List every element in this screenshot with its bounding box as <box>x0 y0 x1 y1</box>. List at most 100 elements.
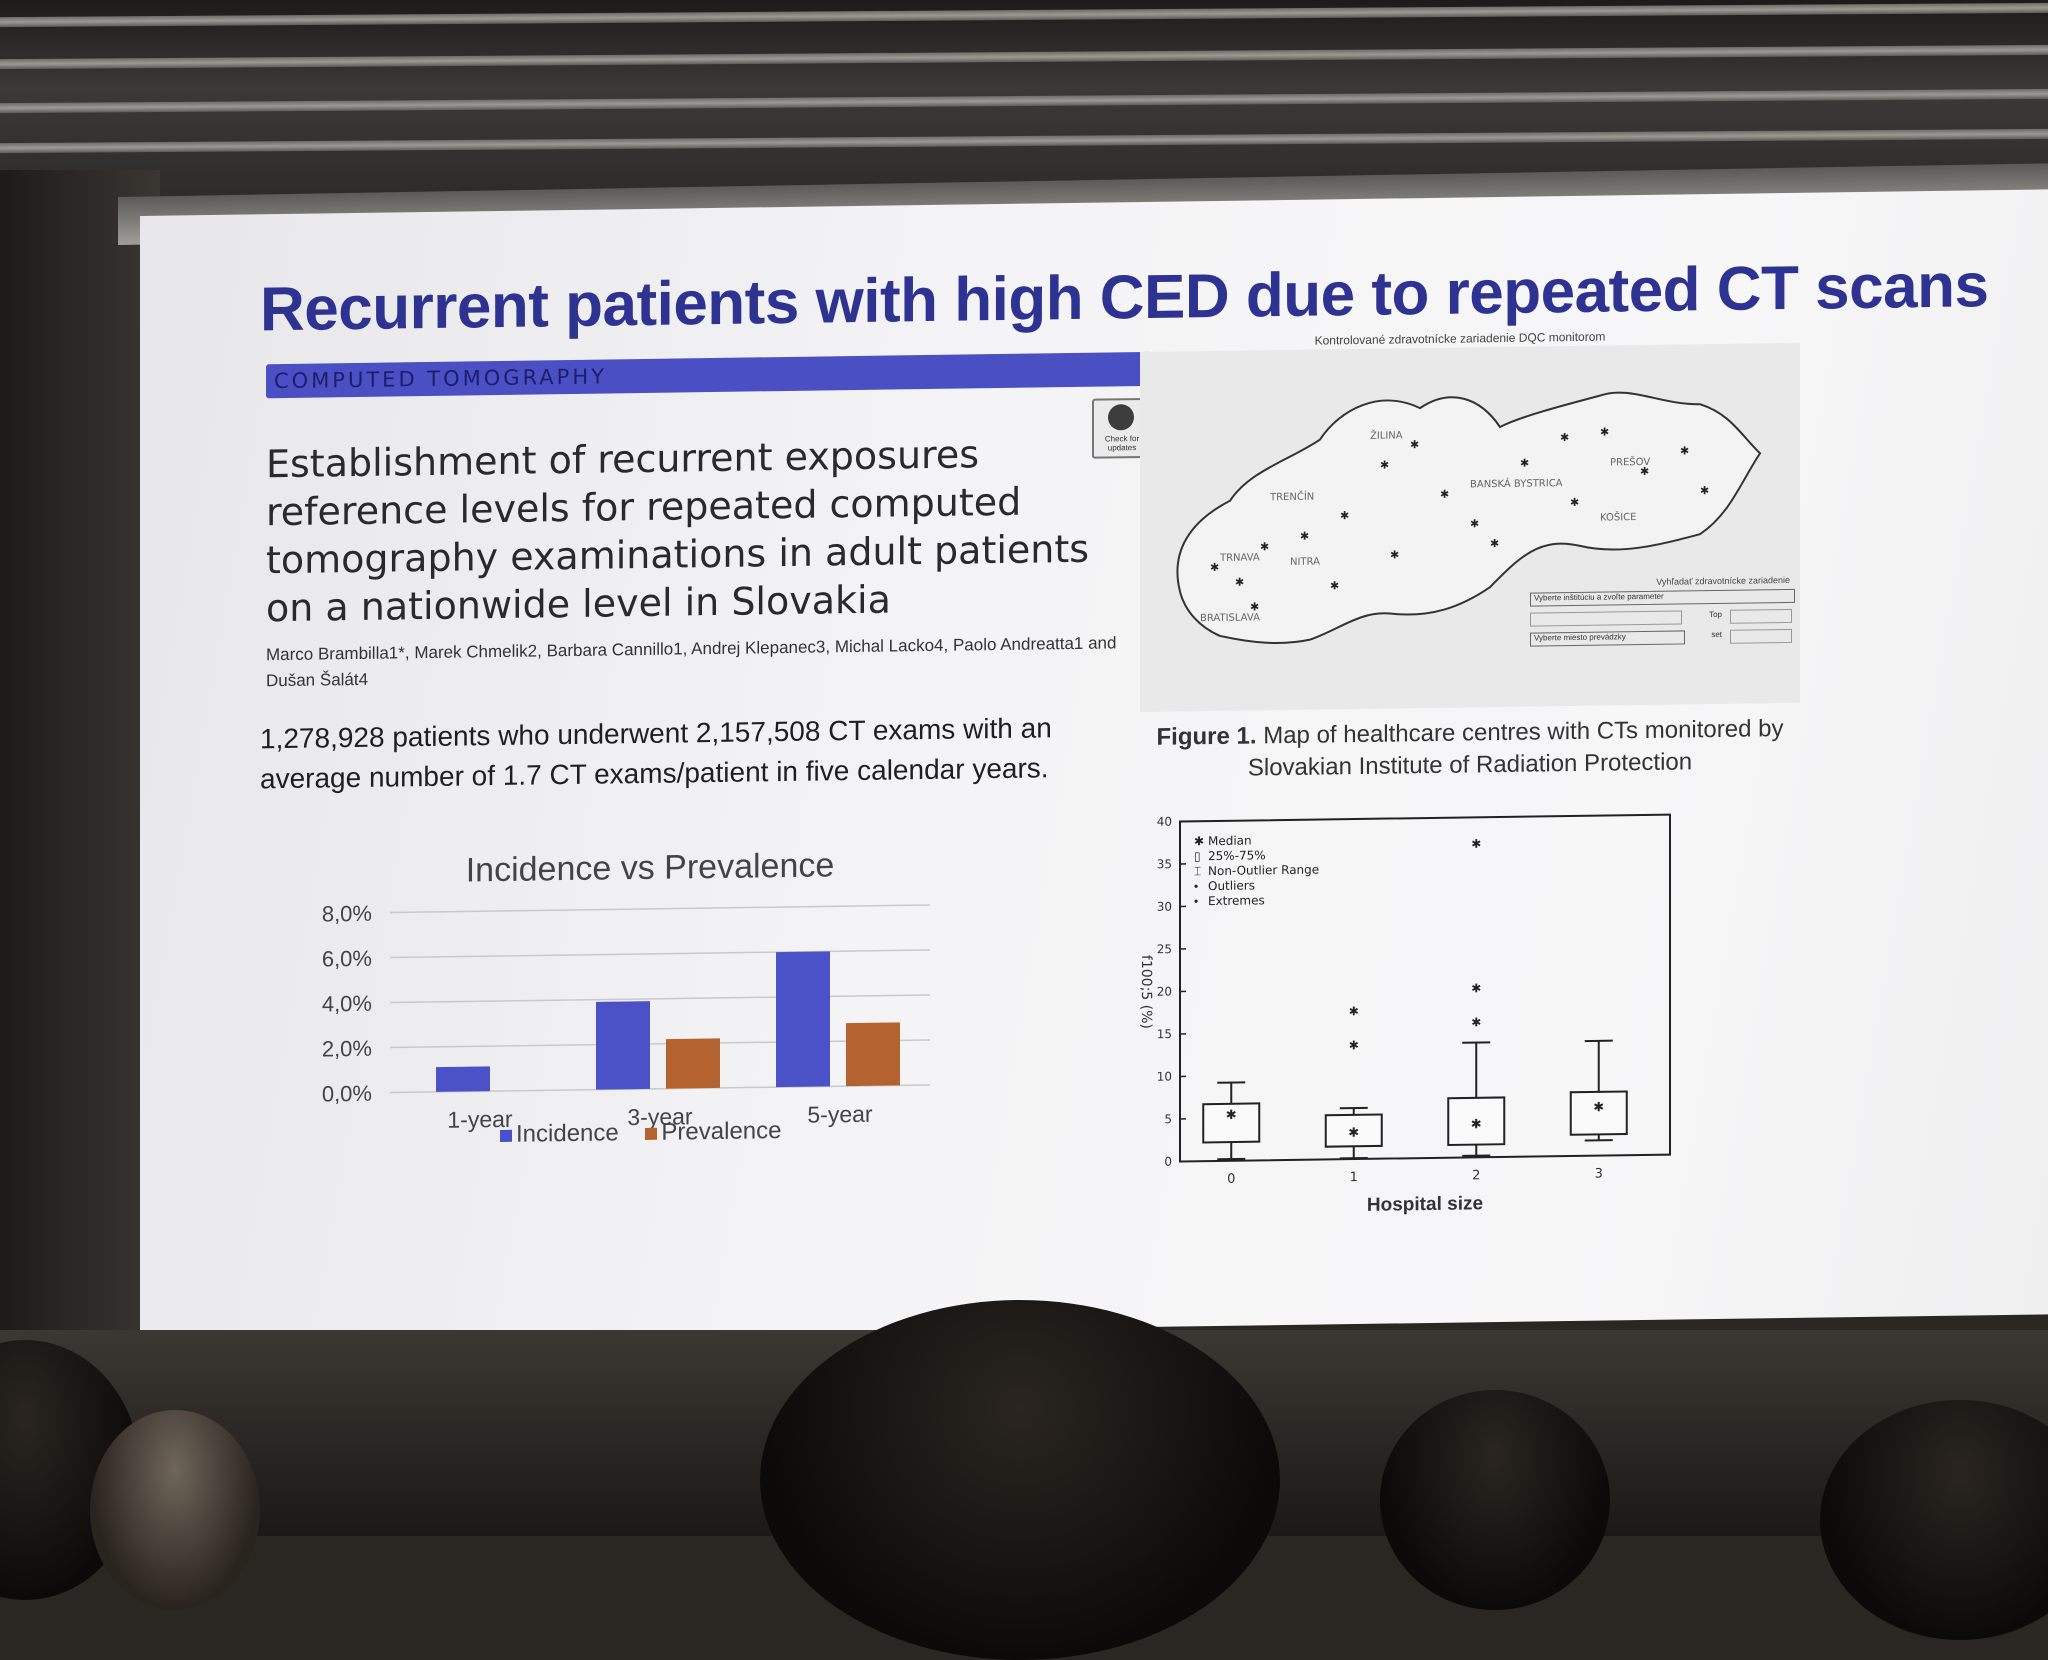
bar-chart-ytick: 0,0% <box>322 1081 372 1107</box>
map-set-field[interactable] <box>1730 629 1792 644</box>
legend-incidence: Incidence <box>516 1119 619 1147</box>
bar-chart-gridline <box>390 995 930 1003</box>
map-ct-marker: ✱ <box>1380 459 1389 472</box>
map-region-label: NITRA <box>1290 557 1320 568</box>
bar-incidence-1-year <box>436 1066 490 1092</box>
box-plot-ytick: 35 <box>1157 857 1172 871</box>
legend-prevalence: Prevalence <box>661 1117 781 1146</box>
map-ct-marker: ✱ <box>1330 579 1339 592</box>
map-region-label: BANSKÁ BYSTRICA <box>1470 476 1563 490</box>
bar-chart-legend: Incidence Prevalence <box>500 1115 900 1149</box>
map-region-label: TRENČÍN <box>1269 490 1314 504</box>
map-ct-marker: ✱ <box>1640 465 1649 478</box>
box-median-marker: ✱ <box>1226 1107 1237 1122</box>
left-wall <box>0 170 160 1370</box>
box-plot-ytick: 10 <box>1157 1070 1172 1084</box>
box-legend-entry: Outliers <box>1208 878 1255 893</box>
map-ct-marker: ✱ <box>1235 576 1244 589</box>
map-ct-marker: ✱ <box>1600 425 1609 438</box>
box-plot-ytick: 20 <box>1157 985 1172 999</box>
box-outlier-marker: ✱ <box>1471 1015 1481 1029</box>
box-outlier-marker: ✱ <box>1349 1038 1359 1052</box>
audience-head <box>90 1410 260 1610</box>
bar-chart-gridline <box>390 905 930 913</box>
map-ct-marker: ✱ <box>1440 488 1449 501</box>
box-plot-xlabel: Hospital size <box>1367 1193 1483 1216</box>
bar-incidence-5-year <box>776 951 830 1087</box>
figure-caption-label: Figure 1. <box>1157 722 1257 750</box>
box-legend-symbol: ⌶ <box>1194 864 1201 878</box>
box-outlier-marker: ✱ <box>1471 837 1481 851</box>
map-location-select[interactable]: Vyberte miesto prevádzky <box>1530 630 1685 646</box>
box-median-marker: ✱ <box>1471 1116 1482 1131</box>
legend-swatch-prevalence <box>645 1128 657 1140</box>
section-band: COMPUTED TOMOGRAPHY <box>266 352 1152 398</box>
map-ct-marker: ✱ <box>1490 537 1499 550</box>
map-set-label: set <box>1692 630 1722 639</box>
map-ct-marker: ✱ <box>1570 496 1579 509</box>
map-ct-marker: ✱ <box>1520 457 1529 470</box>
map-ct-marker: ✱ <box>1410 438 1419 451</box>
box-plot-xtick: 1 <box>1350 1170 1358 1185</box>
bar-chart-gridline <box>390 950 930 958</box>
map-region-label: TRNAVA <box>1219 552 1260 564</box>
map-ct-marker: ✱ <box>1340 509 1349 522</box>
ceiling-slat <box>0 89 2048 113</box>
bar-chart-ytick: 6,0% <box>322 946 372 972</box>
map-region-label: BRATISLAVA <box>1200 612 1260 624</box>
box-plot-xtick: 0 <box>1227 1172 1235 1187</box>
box-legend-entry: Non-Outlier Range <box>1208 863 1319 879</box>
map-ct-marker: ✱ <box>1260 540 1269 553</box>
map-figure: BRATISLAVA TRNAVA NITRA TRENČÍN ŽILINA BANSKÁ… <box>1140 343 1800 712</box>
ceiling-slat <box>0 3 2048 27</box>
map-ct-marker: ✱ <box>1680 444 1689 457</box>
box-legend-symbol: ✱ <box>1194 834 1204 848</box>
map-outline <box>1177 391 1760 645</box>
map-ct-marker: ✱ <box>1470 517 1479 530</box>
box-legend-symbol: • <box>1194 879 1198 893</box>
box-plot-ytick: 15 <box>1157 1027 1172 1041</box>
section-band-label: COMPUTED TOMOGRAPHY <box>274 364 607 393</box>
map-top-label: Top <box>1692 610 1722 619</box>
ceiling-slat <box>0 45 2048 69</box>
bar-chart-title: Incidence vs Prevalence <box>400 845 900 891</box>
box-plot-ylabel: f100;5 (%) <box>1138 955 1154 1029</box>
bar-chart-ytick: 4,0% <box>322 991 372 1017</box>
ceiling-slat <box>0 129 2048 153</box>
map-empty-field[interactable] <box>1530 610 1682 626</box>
box-legend-entry: Extremes <box>1208 893 1265 908</box>
map-region-label: ŽILINA <box>1370 428 1403 441</box>
figure-caption: Figure 1. Map of healthcare centres with… <box>1150 713 1790 786</box>
map-ct-marker: ✱ <box>1560 431 1569 444</box>
paper-authors: Marco Brambilla1*, Marek Chmelik2, Barba… <box>266 630 1146 694</box>
bar-prevalence-3-year <box>666 1038 720 1088</box>
map-top-field[interactable] <box>1730 609 1792 624</box>
box-median-marker: ✱ <box>1593 1099 1604 1114</box>
box-plot-ytick: 30 <box>1157 900 1172 914</box>
bar-chart-ytick: 2,0% <box>322 1036 372 1062</box>
box-plot-xtick: 2 <box>1472 1168 1480 1183</box>
map-ct-marker: ✱ <box>1700 484 1709 497</box>
map-ct-marker: ✱ <box>1300 530 1309 543</box>
map-ct-marker: ✱ <box>1390 548 1399 561</box>
box-legend-symbol: • <box>1194 894 1198 908</box>
audience-head <box>760 1300 1280 1660</box>
map-region-label: KOŠICE <box>1600 510 1636 524</box>
box-plot-ytick: 40 <box>1157 815 1172 829</box>
slovakia-map: BRATISLAVA TRNAVA NITRA TRENČÍN ŽILINA BANSKÁ… <box>1140 343 1800 712</box>
paper-title: Establishment of recurrent exposures ref… <box>266 428 1146 632</box>
figure-caption-text: Map of healthcare centres with CTs monit… <box>1248 715 1784 781</box>
box-legend-entry: 25%-75% <box>1208 848 1266 863</box>
projection-screen: Recurrent patients with high CED due to … <box>140 189 2048 1341</box>
audience-head <box>1380 1390 1610 1610</box>
box-outlier-marker: ✱ <box>1349 1004 1359 1018</box>
box-outlier-marker: ✱ <box>1471 981 1481 995</box>
box-legend-symbol: ▯ <box>1194 849 1201 863</box>
slide-title: Recurrent patients with high CED due to … <box>260 249 2048 346</box>
box-plot-ytick: 25 <box>1157 942 1172 956</box>
bar-incidence-3-year <box>596 1001 650 1090</box>
bar-chart-ytick: 8,0% <box>322 901 372 927</box>
box-median-marker: ✱ <box>1348 1125 1359 1140</box>
